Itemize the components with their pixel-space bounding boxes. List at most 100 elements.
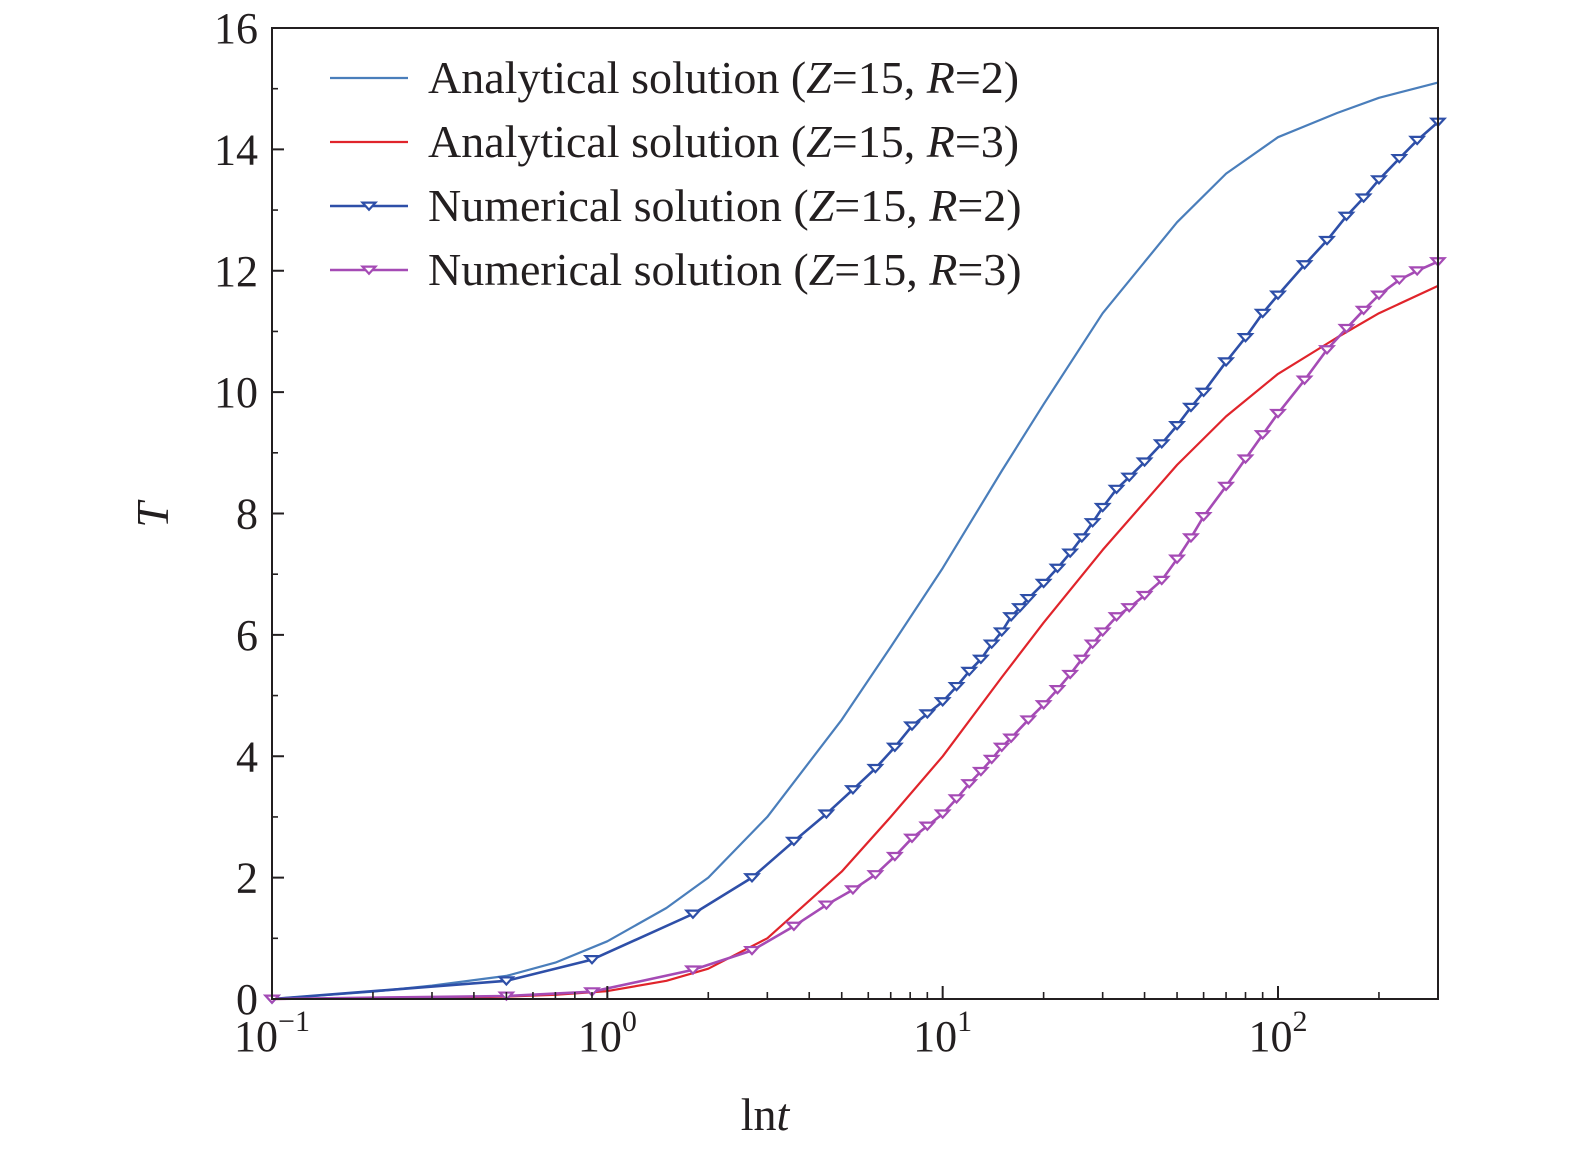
data-point bbox=[1002, 733, 1021, 744]
data-point bbox=[1194, 387, 1213, 398]
legend-entry-1: Analytical solution (Z=15, R=2) bbox=[330, 52, 1019, 103]
data-point bbox=[1048, 684, 1067, 695]
data-point bbox=[933, 809, 952, 820]
data-point bbox=[1072, 533, 1091, 544]
data-point bbox=[582, 955, 601, 965]
legend-entry-3: Numerical solution (Z=15, R=2) bbox=[330, 180, 1022, 231]
data-point bbox=[971, 654, 990, 665]
data-point bbox=[960, 779, 979, 789]
data-point bbox=[885, 851, 904, 862]
data-point bbox=[1034, 700, 1053, 711]
data-point bbox=[866, 870, 885, 880]
data-point bbox=[1019, 593, 1038, 604]
data-point bbox=[1369, 290, 1388, 301]
data-point bbox=[992, 742, 1011, 753]
x-tick-label: 100 bbox=[578, 1005, 637, 1061]
data-point bbox=[817, 809, 836, 820]
data-point bbox=[1181, 402, 1200, 413]
data-point bbox=[1152, 575, 1171, 586]
legend-marker bbox=[360, 265, 378, 276]
legend-entry-2: Analytical solution (Z=15, R=3) bbox=[330, 116, 1019, 167]
data-point bbox=[866, 763, 885, 774]
y-tick-label: 2 bbox=[236, 854, 258, 903]
data-point bbox=[1318, 235, 1337, 246]
data-point bbox=[1369, 175, 1388, 186]
legend-label: Numerical solution (Z=15, R=2) bbox=[428, 180, 1022, 231]
data-point bbox=[1135, 590, 1154, 601]
data-point bbox=[1168, 421, 1187, 431]
data-point bbox=[843, 885, 862, 896]
data-point bbox=[1010, 603, 1029, 613]
x-tick-label: 10−1 bbox=[234, 1005, 310, 1061]
data-point bbox=[1337, 323, 1356, 334]
data-point bbox=[582, 987, 601, 998]
data-point bbox=[992, 627, 1011, 638]
data-point bbox=[960, 666, 979, 677]
data-point bbox=[1318, 345, 1337, 355]
y-tick-label: 12 bbox=[214, 247, 258, 296]
data-point bbox=[1236, 454, 1255, 465]
data-point bbox=[683, 909, 702, 920]
data-point bbox=[1168, 554, 1187, 565]
data-point bbox=[1061, 669, 1080, 680]
data-point bbox=[902, 833, 921, 844]
data-point bbox=[982, 754, 1001, 765]
data-point bbox=[1120, 472, 1139, 483]
data-point bbox=[918, 821, 937, 832]
y-tick-label: 14 bbox=[214, 125, 258, 174]
data-point bbox=[971, 766, 990, 777]
data-point bbox=[843, 785, 862, 795]
legend-marker bbox=[360, 201, 378, 212]
data-point bbox=[885, 742, 904, 753]
data-point bbox=[683, 965, 702, 976]
y-tick-label: 16 bbox=[214, 4, 258, 53]
series-3 bbox=[263, 117, 1447, 1005]
data-point bbox=[1337, 211, 1356, 222]
y-tick-label: 6 bbox=[236, 611, 258, 660]
data-point bbox=[1390, 275, 1409, 286]
x-tick-label: 101 bbox=[913, 1005, 972, 1061]
data-point bbox=[1048, 563, 1067, 574]
series-layer bbox=[263, 81, 1447, 1005]
data-point bbox=[1269, 408, 1287, 419]
x-axis-title: lnt bbox=[741, 1089, 791, 1140]
data-point bbox=[1253, 308, 1272, 319]
labels-layer: 0 2 4 6 8 10 12 14 16 10−1 100 101 102 lnt T bbox=[127, 4, 1308, 1140]
x-tick-label: 102 bbox=[1249, 1005, 1308, 1061]
data-point bbox=[1120, 603, 1139, 613]
data-point bbox=[1408, 135, 1427, 146]
data-point bbox=[947, 681, 966, 692]
data-point bbox=[1295, 260, 1314, 271]
series-line bbox=[271, 121, 1439, 1001]
data-point bbox=[742, 945, 761, 956]
axes-layer bbox=[271, 27, 1439, 1000]
data-point bbox=[497, 976, 516, 987]
data-point bbox=[1253, 430, 1272, 440]
y-tick-label: 4 bbox=[236, 732, 258, 781]
series-line bbox=[271, 81, 1439, 1001]
data-point bbox=[1217, 357, 1236, 368]
data-point bbox=[1354, 305, 1373, 316]
data-point bbox=[1072, 654, 1091, 665]
data-point bbox=[1034, 578, 1053, 589]
legend: Analytical solution (Z=15, R=2) Analytica… bbox=[330, 52, 1022, 295]
data-point bbox=[817, 900, 836, 911]
data-point bbox=[1295, 375, 1314, 386]
series-1 bbox=[271, 81, 1439, 1001]
data-point bbox=[1083, 639, 1102, 650]
series-4 bbox=[263, 257, 1447, 1005]
data-point bbox=[1093, 502, 1112, 513]
data-point bbox=[1107, 612, 1126, 623]
data-point bbox=[1354, 193, 1373, 204]
data-point bbox=[1152, 439, 1171, 450]
y-tick-label: 0 bbox=[236, 975, 258, 1024]
data-point bbox=[933, 697, 952, 707]
data-point bbox=[1019, 715, 1038, 726]
data-point bbox=[1107, 484, 1126, 495]
y-axis-title: T bbox=[127, 499, 178, 528]
y-tick-label: 10 bbox=[214, 368, 258, 417]
data-point bbox=[947, 794, 966, 805]
legend-label: Numerical solution (Z=15, R=3) bbox=[428, 244, 1022, 295]
data-point bbox=[1269, 290, 1287, 301]
legend-entry-4: Numerical solution (Z=15, R=3) bbox=[330, 244, 1022, 295]
